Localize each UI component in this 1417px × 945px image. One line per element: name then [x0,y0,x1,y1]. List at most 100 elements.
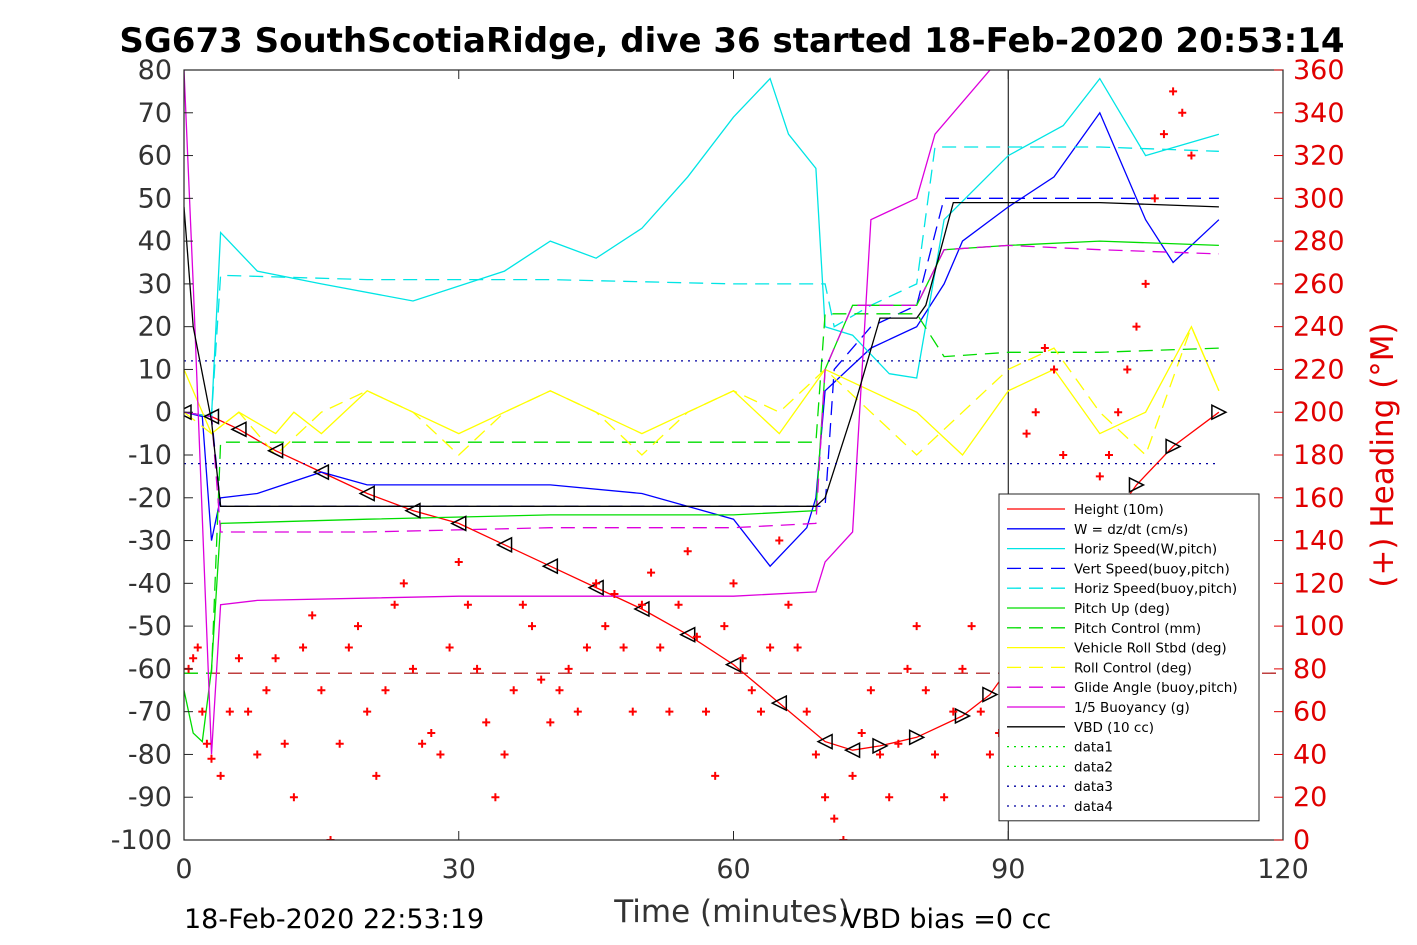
heading-point [271,654,280,663]
legend-entry: Vert Speed(buoy,pitch) [1074,561,1230,577]
plot-content [184,70,1283,840]
series-line-11 [184,70,991,755]
heading-point [1150,194,1159,203]
heading-point [202,739,211,748]
heading-point [463,600,472,609]
legend-entry: Vehicle Roll Stbd (deg) [1074,641,1227,657]
legend-entry: Height (10m) [1074,502,1164,518]
heading-point [637,600,646,609]
heading-point [390,600,399,609]
heading-point [372,771,381,780]
legend-entry: W = dz/dt (cm/s) [1074,522,1188,538]
height-triangle-marker [1211,404,1228,421]
heading-point [482,718,491,727]
heading-point [940,793,949,802]
x-tick-label: 90 [991,854,1025,885]
right-y-axis-label: (+) Heading (°M) [1365,322,1401,587]
heading-point [408,664,417,673]
heading-point [711,771,720,780]
legend-entry: Horiz Speed(buoy,pitch) [1074,581,1237,597]
heading-point [418,739,427,748]
left-tick-label: 50 [138,183,172,214]
right-tick-label: 60 [1293,697,1327,728]
height-triangle-marker [724,656,742,673]
chart-title: SG673 SouthScotiaRidge, dive 36 started … [119,21,1344,61]
heading-point [784,600,793,609]
right-tick-label: 240 [1293,312,1345,343]
height-triangle-marker [982,686,999,703]
heading-point [509,686,518,695]
series-line-10 [184,244,1219,533]
heading-point [317,686,326,695]
height-triangle-marker [266,442,284,459]
heading-point [1031,408,1040,417]
left-tick-label: -70 [128,697,172,728]
left-tick-label: -20 [128,483,172,514]
series-line-5 [184,146,1219,418]
left-tick-label: -90 [128,782,172,813]
heading-point [1104,451,1113,459]
legend-entry: Horiz Speed(W,pitch) [1074,542,1217,558]
heading-point [894,739,903,748]
heading-point [207,754,216,763]
heading-point [793,643,802,652]
heading-point [299,643,308,652]
heading-point [747,686,756,695]
heading-point [335,739,344,748]
heading-point [1169,87,1178,96]
heading-point [546,718,555,727]
heading-point [445,643,454,652]
heading-point [1187,151,1196,160]
heading-point [1059,451,1068,459]
heading-point [189,654,198,663]
heading-point [308,611,317,620]
heading-point [958,664,967,673]
series-line-8 [184,325,1220,456]
heading-point [244,707,253,716]
height-triangle-marker [872,737,889,755]
heading-point [528,622,537,631]
heading-point [537,675,546,684]
left-tick-label: 0 [155,397,172,428]
heading-point [454,557,463,566]
height-triangle-marker [1128,476,1146,494]
height-triangle-marker [495,536,513,554]
height-triangle-marker [202,408,220,425]
legend-entry: VBD (10 cc) [1074,720,1154,736]
heading-point [1050,365,1059,374]
heading-point [821,793,830,802]
heading-point [702,707,711,716]
x-axis: 0 30 60 90 120 [175,70,1309,885]
left-tick-label: -50 [128,611,172,642]
right-tick-label: 200 [1293,397,1345,428]
left-tick-label: 30 [138,269,172,300]
heading-point [1132,322,1141,331]
heading-point [802,707,811,716]
heading-point [720,622,729,631]
heading-point [866,686,875,695]
right-y-axis: 3603403203002802602402202001801601401201… [1274,55,1345,856]
heading-point [1114,408,1123,417]
footer-vbd-bias: VBD bias =0 cc [843,904,1051,935]
right-tick-label: 300 [1293,183,1345,214]
heading-point [1022,429,1031,438]
heading-point [985,750,994,759]
heading-point [967,622,976,631]
right-tick-label: 80 [1293,654,1327,685]
height-triangle-marker [358,485,375,502]
heading-point [555,686,564,695]
legend-entry: Pitch Up (deg) [1074,601,1170,617]
height-triangle-marker [541,558,559,575]
height-triangle-marker [230,421,247,438]
right-tick-label: 0 [1293,825,1310,856]
left-tick-label: -30 [128,526,172,557]
heading-point [399,579,408,588]
right-tick-label: 260 [1293,269,1345,300]
heading-point [647,568,656,577]
left-tick-label: 70 [138,98,172,129]
left-tick-label: 80 [138,55,172,86]
legend-entry: data3 [1074,779,1113,795]
height-triangle-marker [679,626,696,643]
heading-point [491,793,500,802]
heading-point [1178,108,1187,117]
